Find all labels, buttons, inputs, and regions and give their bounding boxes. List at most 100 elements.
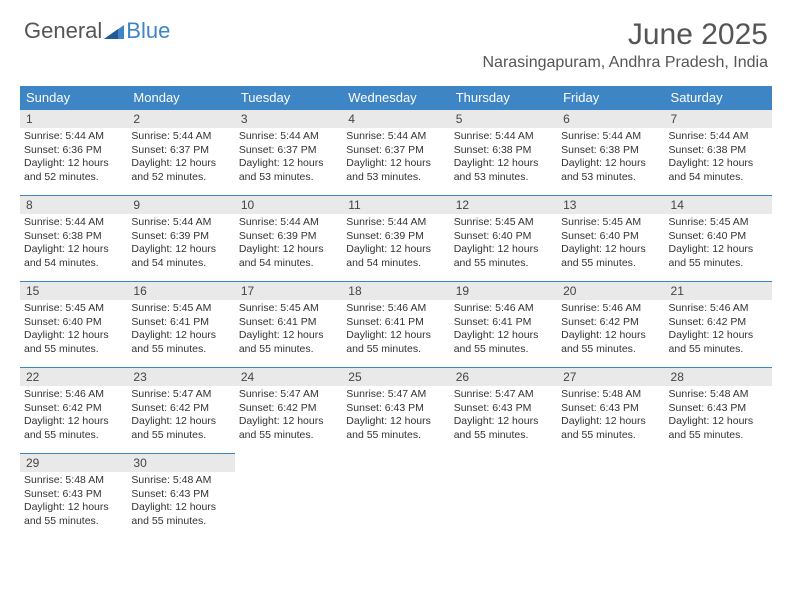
day-number: 18 bbox=[342, 281, 449, 300]
day-details: Sunrise: 5:44 AMSunset: 6:39 PMDaylight:… bbox=[342, 214, 449, 275]
daylight-text: and 55 minutes. bbox=[561, 429, 660, 443]
calendar-day-cell: 3Sunrise: 5:44 AMSunset: 6:37 PMDaylight… bbox=[235, 109, 342, 195]
logo-text-2: Blue bbox=[126, 18, 170, 43]
day-details: Sunrise: 5:46 AMSunset: 6:42 PMDaylight:… bbox=[557, 300, 664, 361]
calendar-day-cell: 26Sunrise: 5:47 AMSunset: 6:43 PMDayligh… bbox=[450, 367, 557, 453]
daylight-text: and 55 minutes. bbox=[669, 343, 768, 357]
calendar-day-cell: 19 Sunrise: 5:46 AMSunset: 6:41 PMDayligh… bbox=[450, 281, 557, 367]
daylight-text: Daylight: 12 hours bbox=[239, 157, 338, 171]
daylight-text: Daylight: 12 hours bbox=[131, 329, 230, 343]
day-number: 9 bbox=[127, 195, 234, 214]
day-details: Sunrise: 5:45 AMSunset: 6:40 PMDaylight:… bbox=[557, 214, 664, 275]
daylight-text: Daylight: 12 hours bbox=[131, 501, 230, 515]
calendar-day-cell bbox=[557, 453, 664, 539]
daylight-text: and 52 minutes. bbox=[24, 171, 123, 185]
day-number: 26 bbox=[450, 367, 557, 386]
sunrise-text: Sunrise: 5:48 AM bbox=[669, 388, 768, 402]
sunset-text: Sunset: 6:41 PM bbox=[454, 316, 553, 330]
sunset-text: Sunset: 6:40 PM bbox=[24, 316, 123, 330]
daylight-text: and 55 minutes. bbox=[24, 343, 123, 357]
sunrise-text: Sunrise: 5:46 AM bbox=[561, 302, 660, 316]
sunrise-text: Sunrise: 5:45 AM bbox=[239, 302, 338, 316]
month-title: June 2025 bbox=[482, 18, 768, 52]
daylight-text: and 53 minutes. bbox=[346, 171, 445, 185]
sunset-text: Sunset: 6:38 PM bbox=[24, 230, 123, 244]
sunrise-text: Sunrise: 5:47 AM bbox=[454, 388, 553, 402]
sunrise-text: Sunrise: 5:46 AM bbox=[454, 302, 553, 316]
daylight-text: and 54 minutes. bbox=[131, 257, 230, 271]
day-number: 22 bbox=[20, 367, 127, 386]
daylight-text: Daylight: 12 hours bbox=[669, 157, 768, 171]
weekday-header: Sunday bbox=[20, 86, 127, 109]
day-details: Sunrise: 5:46 AMSunset: 6:42 PMDaylight:… bbox=[665, 300, 772, 361]
weekday-header: Wednesday bbox=[342, 86, 449, 109]
daylight-text: and 52 minutes. bbox=[131, 171, 230, 185]
daylight-text: Daylight: 12 hours bbox=[561, 157, 660, 171]
sunrise-text: Sunrise: 5:48 AM bbox=[561, 388, 660, 402]
calendar-day-cell: 23Sunrise: 5:47 AMSunset: 6:42 PMDayligh… bbox=[127, 367, 234, 453]
day-number: 6 bbox=[557, 109, 664, 128]
day-number: 28 bbox=[665, 367, 772, 386]
day-details: Sunrise: 5:44 AMSunset: 6:38 PMDaylight:… bbox=[665, 128, 772, 189]
sunrise-text: Sunrise: 5:44 AM bbox=[239, 216, 338, 230]
sunrise-text: Sunrise: 5:45 AM bbox=[669, 216, 768, 230]
calendar-week-row: 29Sunrise: 5:48 AMSunset: 6:43 PMDayligh… bbox=[20, 453, 772, 539]
day-number: 14 bbox=[665, 195, 772, 214]
day-number: 29 bbox=[20, 453, 127, 472]
daylight-text: and 54 minutes. bbox=[346, 257, 445, 271]
calendar-day-cell: 24Sunrise: 5:47 AMSunset: 6:42 PMDayligh… bbox=[235, 367, 342, 453]
day-number: 19 bbox=[450, 281, 557, 300]
sunset-text: Sunset: 6:43 PM bbox=[669, 402, 768, 416]
daylight-text: and 55 minutes. bbox=[131, 515, 230, 529]
daylight-text: Daylight: 12 hours bbox=[454, 329, 553, 343]
sunrise-text: Sunrise: 5:47 AM bbox=[131, 388, 230, 402]
daylight-text: Daylight: 12 hours bbox=[239, 243, 338, 257]
sunset-text: Sunset: 6:40 PM bbox=[561, 230, 660, 244]
sunset-text: Sunset: 6:37 PM bbox=[239, 144, 338, 158]
day-number: 25 bbox=[342, 367, 449, 386]
sunrise-text: Sunrise: 5:44 AM bbox=[346, 130, 445, 144]
daylight-text: Daylight: 12 hours bbox=[561, 415, 660, 429]
sunset-text: Sunset: 6:42 PM bbox=[669, 316, 768, 330]
sunset-text: Sunset: 6:39 PM bbox=[346, 230, 445, 244]
calendar-day-cell: 13Sunrise: 5:45 AMSunset: 6:40 PMDayligh… bbox=[557, 195, 664, 281]
calendar-week-row: 15Sunrise: 5:45 AMSunset: 6:40 PMDayligh… bbox=[20, 281, 772, 367]
sunrise-text: Sunrise: 5:45 AM bbox=[24, 302, 123, 316]
weekday-header: Saturday bbox=[665, 86, 772, 109]
sunset-text: Sunset: 6:40 PM bbox=[669, 230, 768, 244]
sunset-text: Sunset: 6:41 PM bbox=[346, 316, 445, 330]
daylight-text: Daylight: 12 hours bbox=[131, 243, 230, 257]
daylight-text: Daylight: 12 hours bbox=[131, 415, 230, 429]
daylight-text: Daylight: 12 hours bbox=[24, 243, 123, 257]
daylight-text: and 55 minutes. bbox=[346, 429, 445, 443]
sunset-text: Sunset: 6:43 PM bbox=[561, 402, 660, 416]
daylight-text: Daylight: 12 hours bbox=[239, 415, 338, 429]
day-details: Sunrise: 5:45 AMSunset: 6:40 PMDaylight:… bbox=[450, 214, 557, 275]
daylight-text: Daylight: 12 hours bbox=[24, 501, 123, 515]
daylight-text: and 55 minutes. bbox=[669, 257, 768, 271]
day-details: Sunrise: 5:44 AMSunset: 6:39 PMDaylight:… bbox=[127, 214, 234, 275]
sunset-text: Sunset: 6:36 PM bbox=[24, 144, 123, 158]
day-number: 10 bbox=[235, 195, 342, 214]
calendar-day-cell: 27Sunrise: 5:48 AMSunset: 6:43 PMDayligh… bbox=[557, 367, 664, 453]
day-number: 21 bbox=[665, 281, 772, 300]
day-number: 24 bbox=[235, 367, 342, 386]
sunset-text: Sunset: 6:43 PM bbox=[346, 402, 445, 416]
sunrise-text: Sunrise: 5:47 AM bbox=[346, 388, 445, 402]
sunset-text: Sunset: 6:37 PM bbox=[131, 144, 230, 158]
daylight-text: and 55 minutes. bbox=[454, 343, 553, 357]
sunrise-text: Sunrise: 5:45 AM bbox=[454, 216, 553, 230]
daylight-text: and 53 minutes. bbox=[561, 171, 660, 185]
day-number: 30 bbox=[127, 453, 234, 472]
sunset-text: Sunset: 6:37 PM bbox=[346, 144, 445, 158]
daylight-text: Daylight: 12 hours bbox=[454, 157, 553, 171]
day-details: Sunrise: 5:44 AMSunset: 6:37 PMDaylight:… bbox=[127, 128, 234, 189]
calendar-day-cell: 1Sunrise: 5:44 AMSunset: 6:36 PMDaylight… bbox=[20, 109, 127, 195]
sunrise-text: Sunrise: 5:45 AM bbox=[131, 302, 230, 316]
calendar-day-cell: 16Sunrise: 5:45 AMSunset: 6:41 PMDayligh… bbox=[127, 281, 234, 367]
daylight-text: Daylight: 12 hours bbox=[561, 243, 660, 257]
daylight-text: and 55 minutes. bbox=[454, 257, 553, 271]
sunset-text: Sunset: 6:38 PM bbox=[454, 144, 553, 158]
day-details: Sunrise: 5:45 AMSunset: 6:41 PMDaylight:… bbox=[127, 300, 234, 361]
day-number: 1 bbox=[20, 109, 127, 128]
